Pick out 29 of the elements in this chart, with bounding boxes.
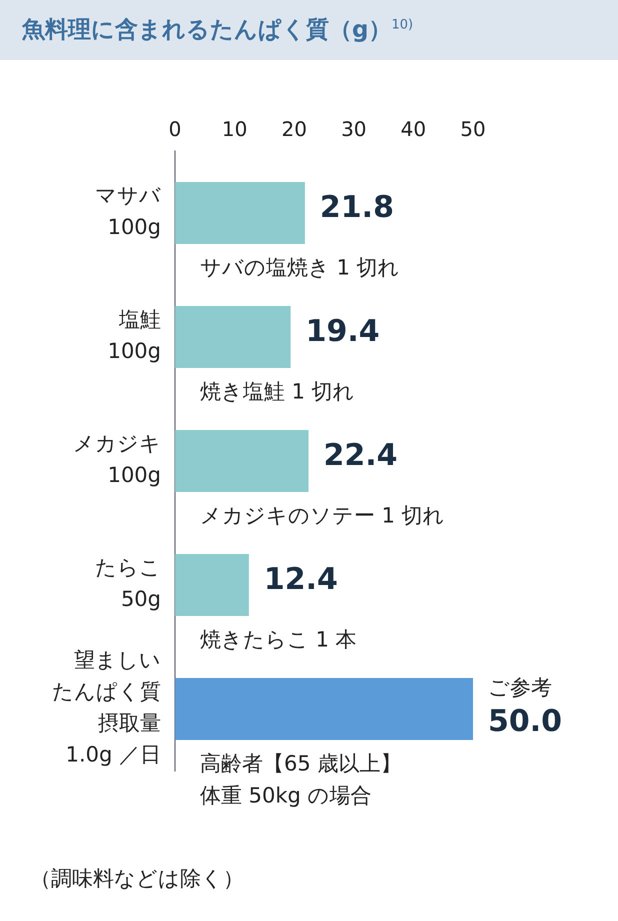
y-tick-label: マサバ 100g [95, 184, 161, 240]
y-tick-label: 望ましいたんぱく質摂取量 1.0g ／日 [52, 648, 161, 767]
data-label: 19.4 [306, 314, 380, 349]
chart-title: 魚料理に含まれるたんぱく質（g）$^{10)}$ [22, 16, 414, 45]
x-tick-label: 30 [341, 117, 367, 142]
y-tick-label: たらこ 50g [95, 556, 161, 612]
data-label: 50.0 [488, 704, 562, 739]
x-tick-label: 40 [400, 117, 426, 142]
bar [175, 554, 249, 616]
bar [175, 306, 291, 368]
bar [175, 678, 473, 740]
annotation: 高齢者【65 歳以上】体重 50kg の場合 [200, 751, 402, 808]
data-label: 12.4 [264, 562, 338, 597]
y-tick-label: メカジキ 100g [73, 432, 161, 488]
annotation: メカジキのソテー 1 切れ [200, 503, 445, 528]
annotation: ご参考 [488, 675, 552, 700]
x-tick-label: 10 [222, 117, 248, 142]
data-label: 22.4 [324, 438, 398, 473]
x-tick-label: 0 [168, 117, 182, 142]
x-tick-label: 50 [460, 117, 486, 142]
text: （調味料などは除く） [30, 866, 244, 890]
annotation: 焼き塩鮭 1 切れ [200, 379, 355, 404]
y-tick-label: 塩鮭 100g [108, 308, 161, 364]
data-label: 21.8 [320, 190, 394, 225]
bar [175, 430, 309, 492]
bar [175, 182, 305, 244]
annotation: サバの塩焼き 1 切れ [200, 255, 400, 280]
x-tick-label: 20 [281, 117, 307, 142]
annotation: 焼きたらこ 1 本 [200, 627, 357, 652]
